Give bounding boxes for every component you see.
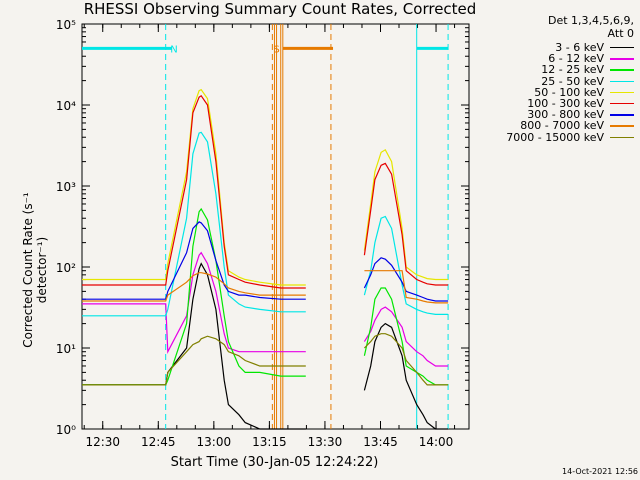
legend-label: 3 - 6 keV bbox=[555, 41, 604, 54]
legend-label: 25 - 50 keV bbox=[541, 74, 604, 88]
legend-label: 50 - 100 keV bbox=[534, 85, 604, 99]
series-line bbox=[363, 287, 449, 386]
x-axis-label: Start Time (30-Jan-05 12:24:22) bbox=[170, 455, 379, 470]
legend-swatch bbox=[610, 102, 634, 105]
attenuator-label: Att 0 bbox=[607, 27, 634, 40]
x-tick-label: 12:30 bbox=[85, 435, 120, 449]
series-line bbox=[82, 221, 306, 300]
y-tick-label: 10² bbox=[56, 261, 76, 275]
legend-swatch bbox=[610, 69, 634, 71]
series-line bbox=[363, 162, 449, 286]
legend-item: 50 - 100 keV bbox=[506, 87, 634, 98]
date-stamp: 14-Oct-2021 12:56 bbox=[562, 467, 638, 476]
series-line bbox=[363, 322, 449, 430]
legend-swatch bbox=[610, 58, 634, 60]
series-line bbox=[363, 148, 449, 281]
flag-label: S bbox=[273, 44, 279, 55]
legend-label: 300 - 800 keV bbox=[527, 108, 604, 122]
series-line bbox=[82, 251, 306, 354]
series-line bbox=[82, 88, 306, 286]
legend-item: 100 - 300 keV bbox=[506, 98, 634, 109]
series-line bbox=[363, 257, 449, 302]
x-tick-label: 13:30 bbox=[308, 435, 343, 449]
legend-swatch bbox=[610, 46, 634, 49]
legend-swatch bbox=[610, 91, 634, 94]
detectors-label: Det 1,3,4,5,6,9, bbox=[547, 14, 634, 27]
series-line bbox=[363, 215, 449, 315]
legend-item: 3 - 6 keV bbox=[506, 42, 634, 53]
series-line bbox=[82, 207, 306, 386]
series-line bbox=[364, 270, 449, 304]
legend-swatch bbox=[610, 136, 634, 138]
y-tick-label: 10⁵ bbox=[56, 18, 76, 32]
legend-item: 800 - 7000 keV bbox=[506, 119, 634, 133]
legend: 3 - 6 keV 6 - 12 keV 12 - 25 keV 25 - 50 ke… bbox=[506, 42, 634, 143]
legend-item: 300 - 800 keV bbox=[506, 109, 634, 120]
legend-label: 6 - 12 keV bbox=[548, 52, 604, 66]
legend-item: 6 - 12 keV bbox=[506, 53, 634, 64]
series-line bbox=[82, 272, 306, 302]
y-tick-label: 10⁰ bbox=[56, 423, 76, 437]
series-line bbox=[82, 131, 306, 317]
x-tick-label: 13:45 bbox=[363, 435, 398, 449]
legend-label: 100 - 300 keV bbox=[527, 97, 604, 111]
legend-item: 7000 - 15000 keV bbox=[506, 130, 634, 144]
series-line bbox=[363, 333, 449, 386]
legend-swatch bbox=[610, 125, 634, 127]
legend-label: 12 - 25 keV bbox=[541, 63, 604, 77]
y-tick-label: 10¹ bbox=[56, 342, 76, 356]
x-tick-label: 14:00 bbox=[419, 435, 454, 449]
legend-swatch bbox=[610, 114, 634, 116]
legend-header: Det 1,3,4,5,6,9, Att 0 bbox=[548, 14, 634, 40]
series-line bbox=[82, 262, 306, 430]
series-line bbox=[82, 335, 306, 386]
legend-label: 7000 - 15000 keV bbox=[506, 130, 604, 144]
chart-title: RHESSI Observing Summary Count Rates, Co… bbox=[83, 0, 477, 18]
legend-item: 12 - 25 keV bbox=[506, 63, 634, 77]
series-line bbox=[82, 94, 306, 289]
x-tick-label: 12:45 bbox=[141, 435, 176, 449]
legend-swatch bbox=[610, 80, 634, 82]
legend-label: 800 - 7000 keV bbox=[520, 119, 604, 133]
series-line bbox=[363, 306, 449, 367]
x-tick-label: 13:00 bbox=[197, 435, 232, 449]
flag-label: N bbox=[170, 44, 177, 55]
legend-item: 25 - 50 keV bbox=[506, 74, 634, 88]
y-tick-label: 10⁴ bbox=[56, 99, 76, 113]
y-tick-label: 10³ bbox=[56, 180, 76, 194]
x-tick-label: 13:15 bbox=[252, 435, 287, 449]
